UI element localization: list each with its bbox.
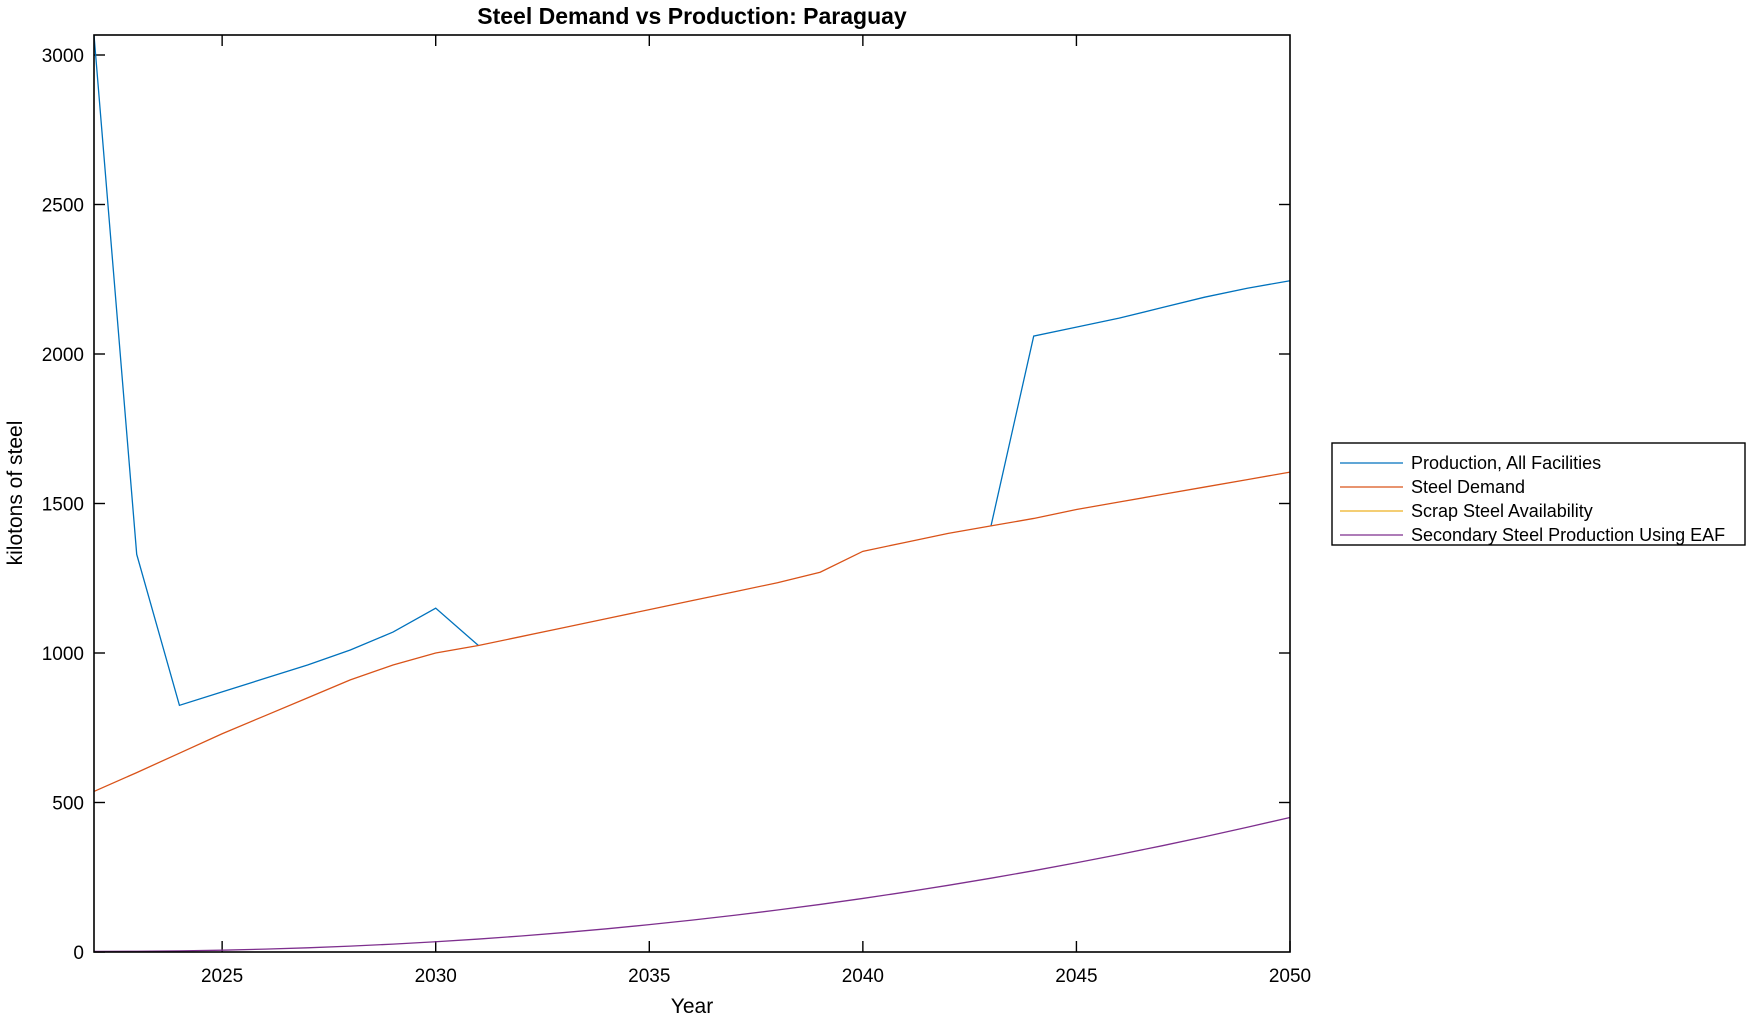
svg-text:1000: 1000 (42, 644, 84, 665)
svg-text:500: 500 (52, 794, 84, 815)
svg-text:2035: 2035 (628, 966, 670, 987)
svg-text:3000: 3000 (42, 46, 84, 67)
svg-text:1500: 1500 (42, 495, 84, 516)
svg-text:2025: 2025 (201, 966, 243, 987)
svg-text:2000: 2000 (42, 345, 84, 366)
svg-text:Secondary Steel Production Usi: Secondary Steel Production Using EAF (1411, 525, 1725, 545)
svg-text:2040: 2040 (842, 966, 884, 987)
svg-text:kilotons of steel: kilotons of steel (4, 421, 27, 566)
svg-text:2500: 2500 (42, 196, 84, 217)
svg-text:Scrap Steel Availability: Scrap Steel Availability (1411, 501, 1593, 521)
svg-text:Steel Demand vs Production: Pa: Steel Demand vs Production: Paraguay (477, 3, 907, 29)
svg-text:2050: 2050 (1269, 966, 1311, 987)
svg-text:2045: 2045 (1055, 966, 1097, 987)
svg-text:Production, All Facilities: Production, All Facilities (1411, 453, 1601, 473)
svg-text:0: 0 (73, 943, 84, 964)
svg-text:Year: Year (671, 995, 713, 1018)
svg-text:2030: 2030 (415, 966, 457, 987)
svg-text:Steel Demand: Steel Demand (1411, 477, 1525, 497)
